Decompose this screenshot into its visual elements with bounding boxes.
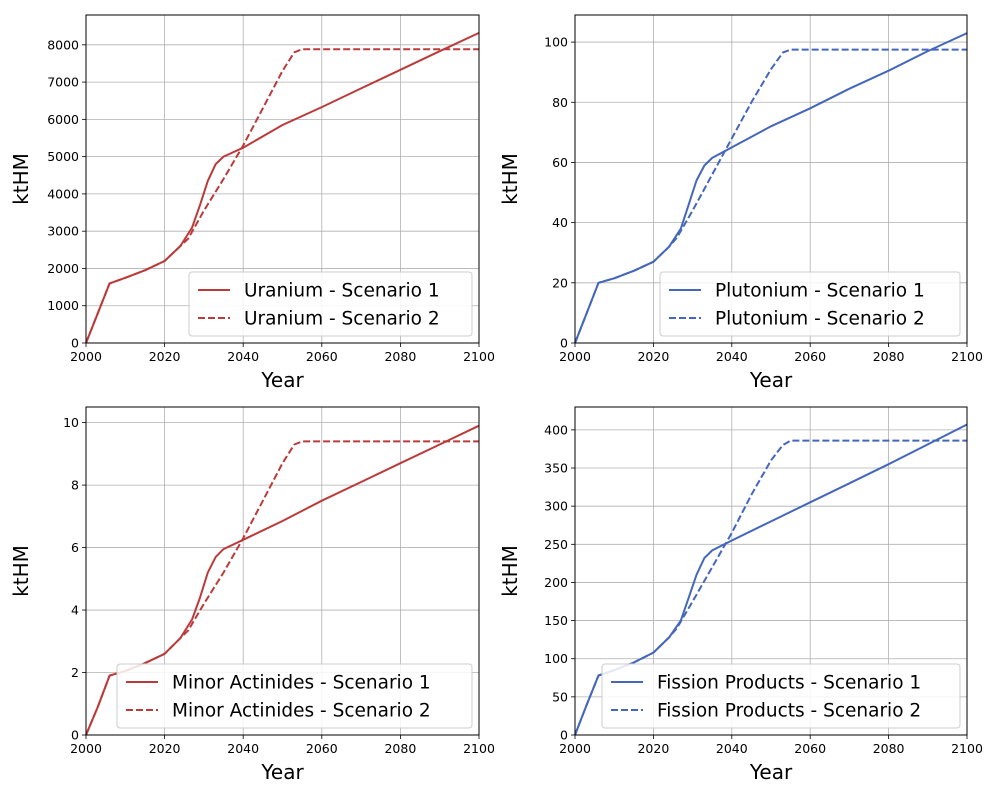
x-tick-label: 2040 (227, 741, 259, 756)
y-axis-label: ktHM (498, 153, 522, 205)
legend-label-2: Uranium - Scenario 2 (244, 309, 440, 330)
x-tick-label: 2060 (794, 349, 826, 364)
legend: Uranium - Scenario 1 Uranium - Scenario 2 (188, 271, 473, 337)
y-tick-label: 0 (560, 728, 568, 743)
y-tick-label: 6000 (47, 112, 79, 127)
y-axis-label: ktHM (9, 153, 33, 205)
chart-panel-plutonium: 2000 2020 2040 2060 2080 2100020406080100Year… (498, 14, 983, 392)
x-tick-label: 2040 (716, 741, 748, 756)
legend-box (116, 663, 473, 729)
legend-label-1: Minor Actinides - Scenario 1 (172, 673, 431, 694)
y-axis-label: ktHM (9, 545, 33, 597)
y-tick-label: 7000 (47, 75, 79, 90)
x-tick-label: 2020 (149, 349, 181, 364)
y-tick-label: 10 (63, 415, 79, 430)
x-axis-label: Year (260, 368, 304, 392)
series-line-2 (574, 439, 967, 736)
y-tick-label: 50 (552, 689, 568, 704)
y-tick-label: 80 (552, 95, 568, 110)
y-tick-label: 100 (544, 651, 568, 666)
x-tick-label: 2020 (637, 349, 669, 364)
y-tick-label: 4000 (47, 186, 79, 201)
x-tick-label: 2020 (149, 741, 181, 756)
x-tick-label: 2000 (70, 349, 102, 364)
x-axis-label: Year (749, 368, 793, 392)
y-tick-label: 200 (544, 575, 568, 590)
axes-frame (574, 14, 968, 344)
x-tick-label: 2100 (951, 349, 983, 364)
y-tick-label: 350 (544, 461, 568, 476)
legend-label-2: Minor Actinides - Scenario 2 (172, 701, 431, 722)
axes-frame (574, 406, 968, 736)
x-tick-label: 2100 (463, 741, 495, 756)
chart-panel-fission-products: 2000 2020 2040 2060 2080 2100 0 50 100 150 200 250 3… (498, 406, 983, 784)
x-tick-label: 2080 (384, 349, 416, 364)
series-line-2 (574, 48, 967, 344)
y-tick-label: 6 (71, 540, 79, 555)
legend-label-1: Plutonium - Scenario 1 (715, 281, 925, 302)
legend: Fission Products - Scenario 1 Fission Pro… (601, 663, 961, 729)
axes-frame (85, 14, 480, 344)
x-tick-label: 2000 (559, 741, 591, 756)
legend-label-1: Uranium - Scenario 1 (244, 281, 440, 302)
x-tick-label: 2040 (716, 349, 748, 364)
y-axis-label: ktHM (498, 545, 522, 597)
y-tick-label: 300 (544, 499, 568, 514)
y-tick-label: 1000 (47, 298, 79, 313)
x-axis-label: Year (749, 760, 793, 784)
x-axis-label: Year (260, 760, 304, 784)
series-line-2 (85, 48, 479, 344)
x-tick-label: 2080 (873, 349, 905, 364)
y-tick-label: 0 (71, 728, 79, 743)
x-tick-label: 2080 (873, 741, 905, 756)
x-tick-label: 2060 (306, 741, 338, 756)
legend-label-2: Fission Products - Scenario 2 (657, 701, 921, 722)
legend-box (601, 663, 961, 729)
legend-box (659, 271, 961, 337)
y-tick-label: 250 (544, 537, 568, 552)
legend-label-1: Fission Products - Scenario 1 (657, 673, 921, 694)
y-tick-label: 8000 (47, 37, 79, 52)
x-tick-label: 2060 (794, 741, 826, 756)
y-tick-label: 3000 (47, 224, 79, 239)
x-tick-label: 2000 (559, 349, 591, 364)
chart-panel-minor-actinides: 2000 2020 2040 2060 2080 2100 0 2 4 6 8 10 Year ktHM M… (9, 406, 495, 784)
x-tick-label: 2100 (463, 349, 495, 364)
x-tick-label: 2060 (306, 349, 338, 364)
y-tick-label: 4 (71, 603, 79, 618)
legend-label-2: Plutonium - Scenario 2 (715, 309, 925, 330)
y-tick-label: 400 (544, 422, 568, 437)
legend: Minor Actinides - Scenario 1 Minor Actini… (116, 663, 473, 729)
y-tick-label: 150 (544, 613, 568, 628)
y-tick-label: 60 (552, 155, 568, 170)
x-tick-label: 2000 (70, 741, 102, 756)
legend: Plutonium - Scenario 1 Plutonium - Scenar… (659, 271, 961, 337)
x-tick-label: 2100 (951, 741, 983, 756)
y-tick-label: 40 (552, 215, 568, 230)
chart-panel-uranium: 2000 2020 2040 2060 2080 2100 0 1000 2000 3000 400… (9, 14, 495, 392)
x-tick-label: 2080 (384, 741, 416, 756)
y-tick-label: 20 (552, 275, 568, 290)
y-tick-label: 5000 (47, 149, 79, 164)
y-tick-label: 0 (560, 336, 568, 351)
series-line-2 (85, 440, 479, 736)
x-tick-label: 2020 (637, 741, 669, 756)
legend-box (188, 271, 473, 337)
y-tick-label: 8 (71, 478, 79, 493)
y-tick-label: 100 (544, 35, 568, 50)
axes-frame (85, 406, 480, 736)
y-tick-label: 0 (71, 336, 79, 351)
x-tick-label: 2040 (227, 349, 259, 364)
y-tick-label: 2000 (47, 261, 79, 276)
y-tick-label: 2 (71, 665, 79, 680)
